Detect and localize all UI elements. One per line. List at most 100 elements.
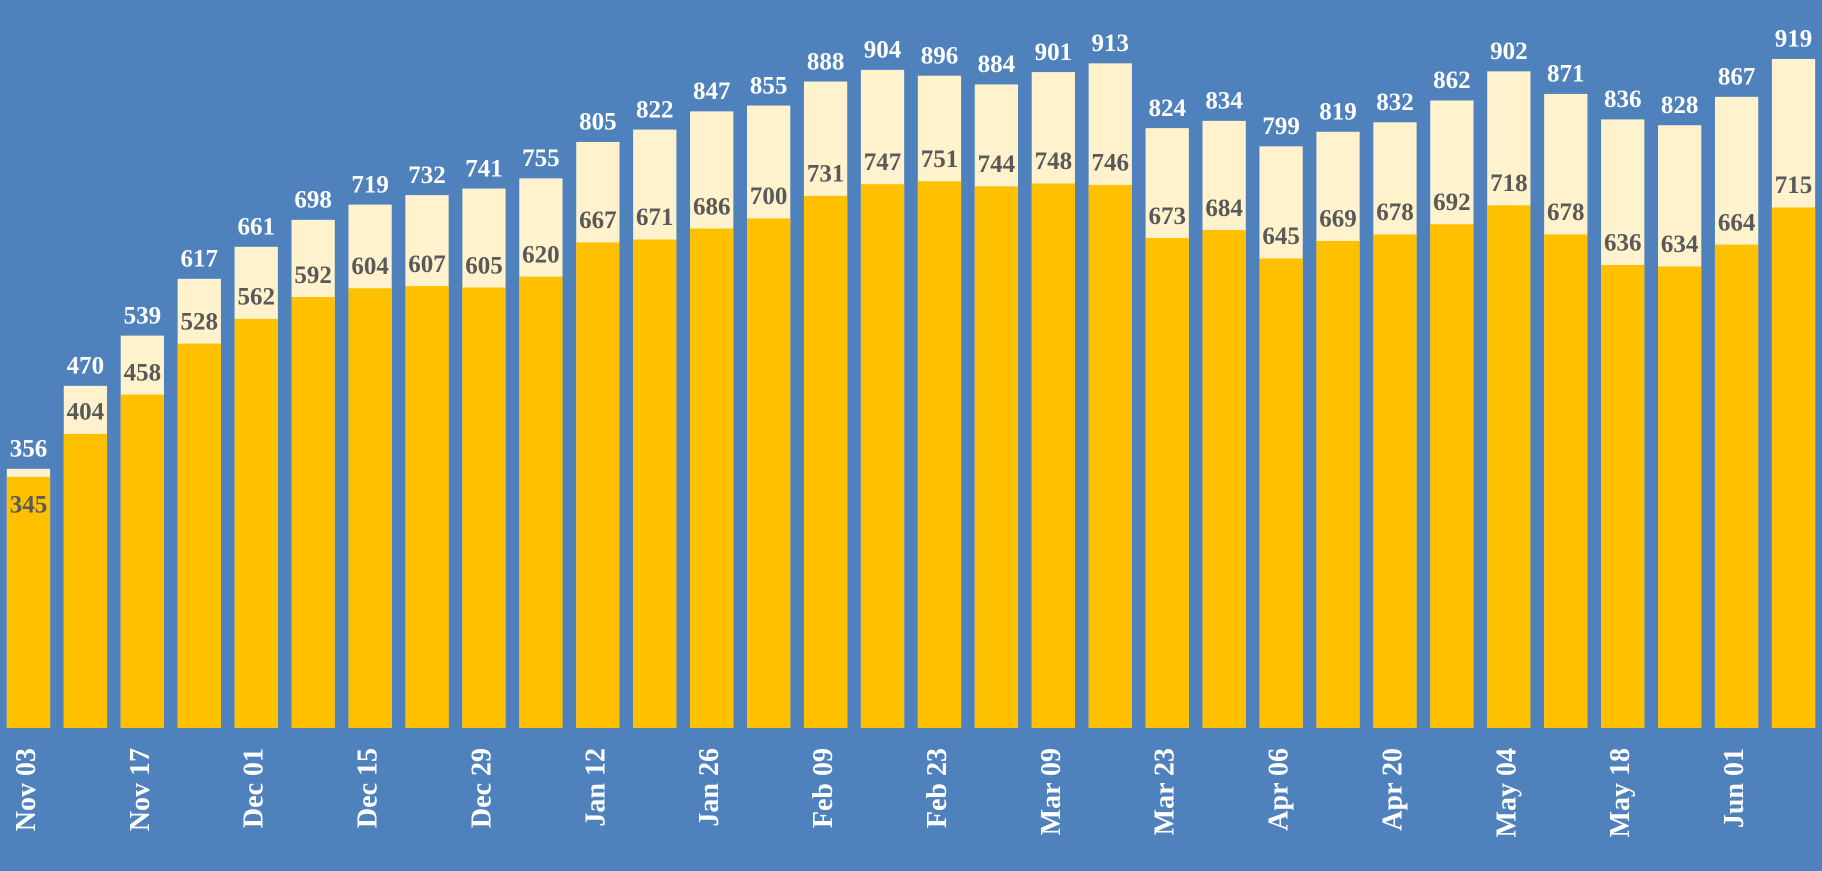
value-label: 847 [693, 78, 731, 105]
value-label: 919 [1775, 26, 1813, 53]
inner-bar [120, 394, 164, 728]
value-label: 744 [978, 151, 1016, 178]
inner-bar [974, 186, 1019, 729]
inner-bar [1088, 184, 1132, 729]
value-label: 700 [750, 183, 788, 210]
value-label: 684 [1205, 195, 1243, 222]
inner-bar [405, 286, 449, 728]
inner-bar [1771, 207, 1816, 729]
inner-bar [291, 297, 335, 728]
x-tick-label: Dec 01 [239, 748, 270, 828]
inner-bar [1714, 244, 1759, 728]
value-label: 884 [978, 51, 1016, 78]
value-label: 345 [10, 492, 48, 519]
inner-bar [690, 228, 734, 729]
value-label: 731 [807, 161, 845, 188]
inner-bar [234, 318, 278, 728]
x-tick-label: Dec 15 [353, 748, 384, 828]
inner-bar [6, 476, 51, 728]
value-label: 834 [1205, 88, 1243, 115]
inner-bar [519, 276, 563, 728]
value-label: 862 [1433, 67, 1471, 94]
inner-bar [462, 287, 506, 728]
value-label: 902 [1490, 38, 1528, 65]
x-tick-label: Mar 23 [1150, 748, 1181, 835]
inner-bar [1544, 234, 1588, 728]
inner-bar [1658, 266, 1702, 728]
inner-bar [177, 343, 221, 728]
value-label: 617 [181, 246, 219, 273]
value-label: 664 [1718, 209, 1756, 236]
value-label: 592 [294, 262, 332, 289]
value-label: 605 [465, 252, 503, 279]
value-label: 669 [1319, 206, 1357, 233]
value-label: 741 [465, 155, 503, 182]
x-tick-label: Apr 20 [1377, 748, 1408, 831]
value-label: 470 [67, 353, 105, 380]
x-tick-label: Feb 09 [808, 748, 839, 828]
x-tick-label: May 04 [1491, 748, 1522, 837]
value-label: 686 [693, 193, 731, 220]
value-label: 732 [408, 162, 446, 189]
value-label: 620 [522, 241, 560, 268]
value-label: 458 [124, 359, 162, 386]
inner-bar [917, 181, 962, 729]
x-tick-label: Jan 12 [580, 748, 611, 827]
inner-bar [747, 218, 791, 728]
value-label: 698 [294, 187, 332, 214]
value-label: 636 [1604, 230, 1642, 257]
inner-bar [1031, 183, 1075, 728]
x-tick-label: Apr 06 [1264, 748, 1295, 831]
inner-bar [1430, 224, 1474, 728]
value-label: 671 [636, 204, 674, 231]
value-label: 719 [351, 171, 389, 198]
value-label: 855 [750, 72, 788, 99]
value-label: 634 [1661, 231, 1699, 258]
value-label: 867 [1718, 64, 1756, 91]
value-label: 822 [636, 96, 674, 123]
value-label: 805 [579, 109, 617, 136]
value-label: 799 [1262, 113, 1300, 140]
value-label: 836 [1604, 86, 1642, 113]
value-label: 539 [124, 302, 162, 329]
value-label: 748 [1035, 148, 1073, 175]
x-tick-label: May 18 [1605, 748, 1636, 837]
x-tick-label: Dec 29 [466, 748, 497, 828]
value-label: 645 [1262, 223, 1300, 250]
value-label: 819 [1319, 99, 1357, 126]
x-tick-label: Jan 26 [694, 748, 725, 827]
value-label: 901 [1035, 39, 1073, 66]
value-label: 715 [1775, 172, 1813, 199]
value-label: 888 [807, 48, 845, 75]
value-label: 828 [1661, 92, 1699, 119]
inner-bar [1601, 264, 1645, 728]
inner-bar [803, 195, 848, 728]
value-label: 678 [1376, 199, 1414, 226]
value-label: 747 [864, 149, 902, 176]
value-label: 528 [181, 308, 219, 335]
value-label: 824 [1148, 95, 1186, 122]
value-label: 562 [237, 284, 275, 311]
inner-bar [63, 433, 108, 728]
inner-bar [633, 239, 677, 728]
x-tick-label: Nov 03 [11, 748, 42, 831]
inner-bar [1202, 230, 1246, 728]
value-label: 718 [1490, 170, 1528, 197]
inner-bar [1145, 238, 1189, 728]
value-label: 667 [579, 207, 617, 234]
value-label: 607 [408, 251, 446, 278]
x-tick-label: Jun 01 [1719, 748, 1750, 828]
inner-bar [860, 184, 905, 728]
value-label: 356 [10, 436, 48, 463]
value-label: 755 [522, 145, 560, 172]
x-tick-label: Nov 17 [125, 748, 156, 831]
value-label: 404 [67, 399, 105, 426]
value-label: 871 [1547, 61, 1585, 88]
inner-bar [1259, 258, 1303, 728]
value-label: 832 [1376, 89, 1414, 116]
value-label: 751 [921, 146, 959, 173]
x-tick-label: Feb 23 [922, 748, 953, 828]
value-label: 604 [351, 253, 389, 280]
